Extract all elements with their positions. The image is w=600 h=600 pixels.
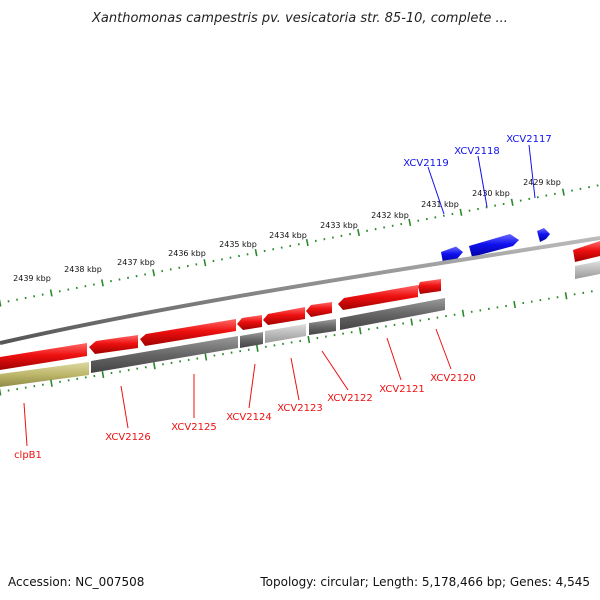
label-group-xcv2121: XCV2121 — [379, 337, 425, 395]
feature-block-clpb1[interactable] — [0, 362, 89, 387]
map-title: Xanthomonas campestris pv. vesicatoria s… — [91, 11, 508, 26]
gene-arrow-xcv2125[interactable] — [140, 319, 236, 346]
forward-gene-track — [441, 228, 600, 263]
gene-label-xcv2125[interactable]: XCV2125 — [171, 422, 216, 433]
inner-ruler-major-tick — [101, 370, 105, 379]
leader-line-xcv2120 — [435, 328, 452, 370]
gene-label-xcv2120[interactable]: XCV2120 — [430, 373, 475, 384]
inner-ruler-major-tick — [153, 362, 156, 370]
inner-ruler-major-tick — [50, 379, 53, 387]
gene-arrow-xcv2121[interactable] — [338, 285, 418, 310]
gene-arrow-right-edge[interactable] — [573, 241, 600, 262]
tick-label: 2436 kbp — [168, 249, 206, 258]
tick-label: 2439 kbp — [13, 274, 51, 283]
genome-backbone — [0, 236, 600, 345]
feature-block-xcv2124[interactable] — [240, 332, 263, 348]
inner-ruler-major-tick — [358, 327, 362, 335]
label-group-xcv2124: XCV2124 — [226, 363, 272, 423]
reverse-gene-track — [0, 279, 441, 370]
label-group-xcv2118: XCV2118 — [454, 146, 500, 208]
leader-line-xcv2118 — [477, 155, 488, 208]
outer-ruler-major-tick — [459, 208, 463, 216]
outer-ruler-major-tick — [203, 259, 207, 267]
label-group-xcv2119: XCV2119 — [403, 158, 449, 215]
inner-ruler-major-tick — [410, 318, 414, 326]
outer-ruler-major-tick — [0, 299, 2, 307]
label-group-xcv2126: XCV2126 — [105, 385, 151, 443]
leader-line-xcv2122 — [321, 350, 349, 391]
label-group-xcv2125: XCV2125 — [171, 374, 217, 433]
gene-arrow-xcv2119[interactable] — [441, 246, 463, 264]
gene-label-xcv2121[interactable]: XCV2121 — [379, 384, 424, 395]
inner-ruler — [0, 290, 593, 396]
inner-ruler-major-tick — [564, 292, 568, 300]
feature-block-xcv2122[interactable] — [309, 319, 336, 335]
gene-arrow-xcv2122[interactable] — [306, 302, 332, 317]
label-group-xcv2122: XCV2122 — [321, 350, 373, 404]
leader-line-xcv2117 — [528, 144, 536, 199]
leader-line-clpb1 — [23, 402, 28, 447]
gene-label-xcv2119[interactable]: XCV2119 — [403, 158, 448, 169]
inner-ruler-major-tick — [513, 300, 516, 309]
leader-line-xcv2126 — [120, 385, 129, 429]
gene-label-xcv2117[interactable]: XCV2117 — [506, 134, 551, 145]
label-group-xcv2117: XCV2117 — [506, 134, 552, 199]
gene-label-xcv2126[interactable]: XCV2126 — [105, 432, 150, 443]
gene-label-clpb1[interactable]: clpB1 — [14, 450, 42, 461]
tick-label: 2438 kbp — [64, 265, 102, 274]
gene-arrow-xcv2120[interactable] — [418, 279, 441, 294]
outer-ruler-major-tick — [561, 188, 565, 196]
leader-line-xcv2123 — [290, 357, 300, 401]
label-group-xcv2120: XCV2120 — [430, 328, 476, 384]
gene-arrow-clpb1[interactable] — [0, 343, 87, 370]
gene-arrow-xcv2126[interactable] — [89, 335, 138, 354]
inner-ruler-major-tick — [204, 353, 208, 361]
tick-label: 2429 kbp — [523, 178, 561, 187]
tick-label: 2432 kbp — [371, 211, 409, 220]
genome-summary-text: Topology: circular; Length: 5,178,466 bp… — [259, 575, 590, 589]
outer-ruler-major-tick — [305, 238, 309, 247]
accession-text: Accession: NC_007508 — [8, 575, 144, 589]
gene-label-xcv2123[interactable]: XCV2123 — [277, 403, 322, 414]
outer-ruler-major-tick — [152, 269, 156, 277]
inner-ruler-major-tick — [307, 335, 311, 344]
gene-arrow-xcv2124[interactable] — [237, 315, 262, 330]
gene-arrow-xcv2123[interactable] — [263, 307, 305, 325]
tick-label: 2430 kbp — [472, 189, 510, 198]
outer-ruler-major-tick — [100, 279, 104, 287]
inner-ruler-major-tick — [0, 388, 2, 396]
label-group-clpb1: clpB1 — [14, 402, 42, 461]
tick-label: 2435 kbp — [219, 240, 257, 249]
feature-block-xcv2123[interactable] — [265, 324, 306, 343]
feature-block-xcv2121-2120[interactable] — [340, 298, 445, 330]
leader-line-xcv2121 — [386, 337, 402, 381]
gene-arrow-xcv2118[interactable] — [469, 234, 519, 257]
tick-label: 2433 kbp — [320, 221, 358, 230]
outer-ruler-major-tick — [510, 198, 514, 206]
leader-line-xcv2124 — [248, 363, 256, 409]
gene-arrow-xcv2117[interactable] — [537, 228, 550, 242]
inner-ruler-major-tick — [461, 309, 465, 317]
inner-ruler-major-tick — [255, 344, 259, 352]
gene-label-xcv2124[interactable]: XCV2124 — [226, 412, 271, 423]
feature-track — [0, 261, 600, 387]
gene-label-xcv2122[interactable]: XCV2122 — [327, 393, 372, 404]
outer-ruler-major-tick — [254, 249, 258, 257]
outer-ruler-major-tick — [408, 218, 412, 227]
tick-label: 2434 kbp — [269, 231, 307, 240]
feature-block-xcv2126-2125[interactable] — [91, 336, 238, 373]
label-group-xcv2123: XCV2123 — [277, 357, 323, 414]
outer-ruler: 2439 kbp 2438 kbp 2437 kbp 2436 kbp 2435 kbp… — [0, 178, 599, 307]
gene-label-xcv2118[interactable]: XCV2118 — [454, 146, 499, 157]
tick-label: 2437 kbp — [117, 258, 155, 267]
outer-ruler-major-tick — [357, 228, 360, 237]
tick-label: 2431 kbp — [421, 200, 459, 209]
leader-line-xcv2119 — [427, 166, 445, 215]
feature-block-right-edge[interactable] — [575, 261, 600, 279]
gene-labels: XCV2119 XCV2118 XCV2117 clpB1 XCV2126 XC… — [14, 134, 552, 461]
outer-ruler-major-tick — [49, 289, 53, 297]
